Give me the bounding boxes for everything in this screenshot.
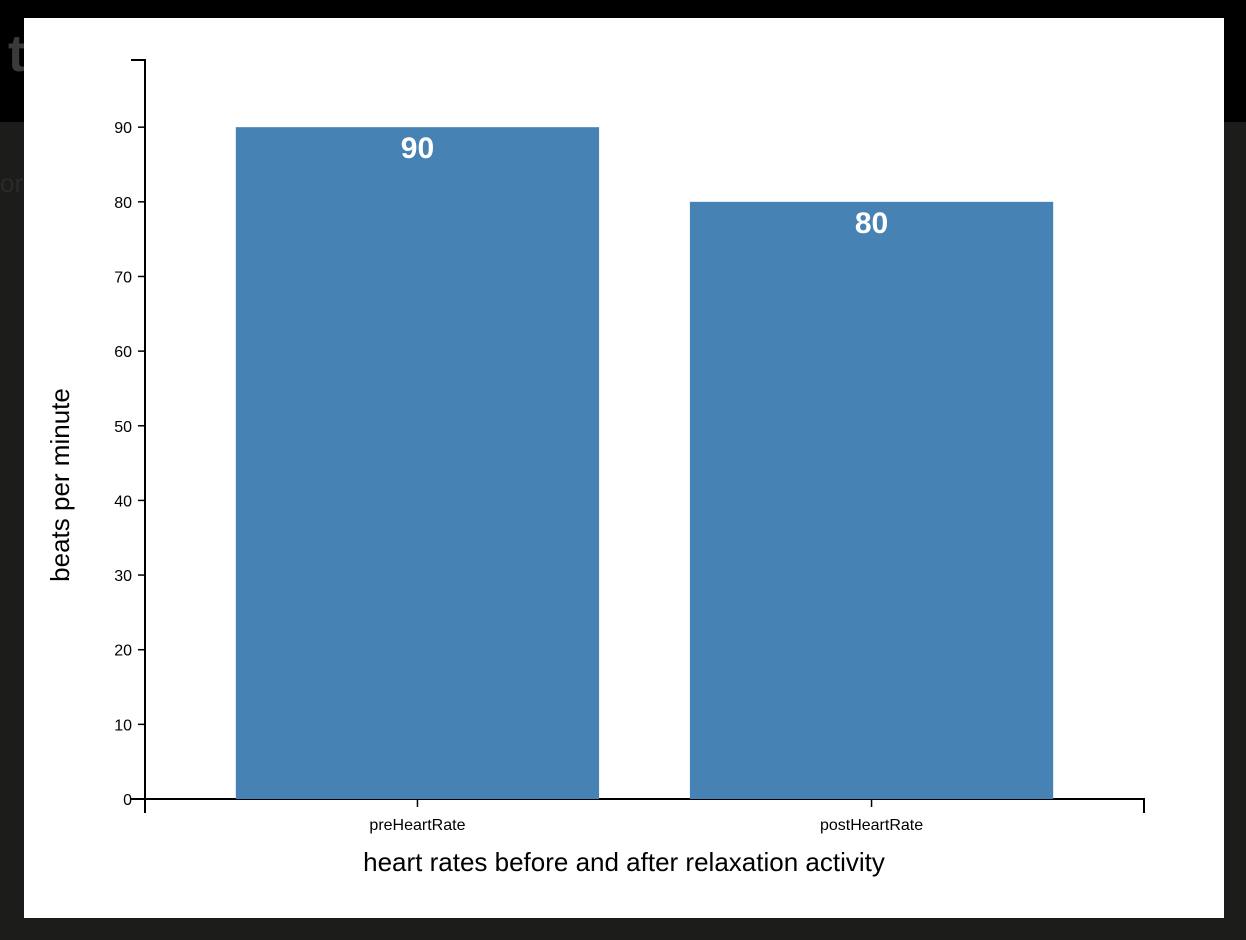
y-tick-label: 50 [114, 419, 132, 436]
y-tick-label: 10 [114, 717, 132, 734]
bar-postHeartRate [689, 201, 1054, 800]
bar-value-label: 90 [401, 132, 434, 165]
x-axis: preHeartRate postHeartRate [144, 798, 1145, 834]
y-axis-line [131, 59, 146, 800]
x-tick-label: preHeartRate [369, 817, 465, 834]
bar-preHeartRate [235, 127, 600, 799]
chart-modal: 0 10 20 30 40 50 60 70 80 90 preHeartRate postHear… [24, 18, 1224, 918]
bar-chart: 0 10 20 30 40 50 60 70 80 90 preHeartRate postHear… [45, 59, 1145, 877]
y-tick-label: 20 [114, 643, 132, 660]
y-axis: 0 10 20 30 40 50 60 70 80 90 [114, 59, 146, 809]
y-tick-label: 40 [114, 493, 132, 510]
y-tick-label: 60 [114, 344, 132, 361]
x-axis-title: heart rates before and after relaxation … [363, 847, 885, 877]
background-title-fragment: t [8, 25, 26, 83]
bar-group: 90 80 [235, 127, 1054, 800]
y-tick-label: 90 [114, 120, 132, 137]
x-tick-label: postHeartRate [820, 817, 923, 834]
y-axis-title: beats per minute [45, 388, 75, 582]
y-tick-label: 80 [114, 195, 132, 212]
background-text-fragment: or [0, 168, 24, 198]
y-tick-label: 30 [114, 568, 132, 585]
x-axis-line [144, 798, 1145, 813]
y-tick-label: 70 [114, 269, 132, 286]
y-tick-label: 0 [123, 792, 132, 809]
bar-value-label: 80 [855, 207, 888, 240]
